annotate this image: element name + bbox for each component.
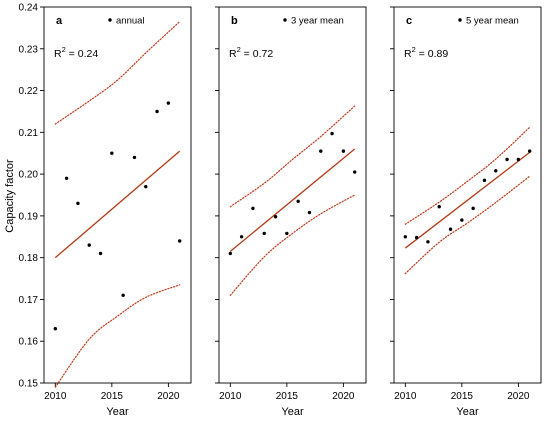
data-point (87, 243, 91, 247)
panel-letter: c (406, 15, 412, 27)
plot-frame (218, 6, 367, 384)
regression-line (229, 148, 356, 252)
data-point (296, 199, 300, 203)
data-point (166, 101, 171, 105)
data-point (460, 218, 464, 222)
data-point (494, 169, 498, 173)
plot-frame (393, 6, 542, 384)
data-point (64, 176, 69, 180)
r-squared-label: R2 = 0.89 (404, 45, 448, 60)
data-point (76, 201, 80, 206)
r-squared-label: R2 = 0.72 (229, 45, 273, 60)
y-tick-label: 0.17 (19, 295, 39, 306)
data-point (262, 231, 266, 236)
r-squared-value: = 0.72 (241, 48, 274, 60)
plot-frame (43, 6, 192, 384)
x-tick-label: 2020 (157, 391, 180, 402)
y-axis-label: Capacity factor (4, 159, 16, 233)
y-tick-label: 0.24 (19, 3, 39, 14)
x-axis-label: Year (281, 406, 304, 418)
data-point (307, 210, 312, 215)
data-point (132, 155, 137, 160)
data-point (285, 231, 289, 236)
data-point (527, 149, 532, 153)
data-point (53, 326, 58, 331)
legend-label: annual (116, 16, 145, 27)
r-squared-value: = 0.24 (66, 48, 99, 60)
x-tick-label: 2015 (451, 391, 474, 402)
data-point (330, 131, 334, 136)
data-point (177, 239, 182, 243)
data-point (155, 109, 159, 114)
legend-marker (458, 18, 462, 22)
data-point (251, 206, 255, 211)
data-point (482, 178, 487, 183)
panel-letter: a (56, 15, 63, 27)
r-squared-prefix: R (229, 48, 237, 60)
data-point (239, 235, 244, 239)
data-point (426, 240, 430, 244)
data-point (403, 235, 408, 239)
panel-b: 2010 2015 2020 Year b 3 year mean R2 = 0.72 (215, 6, 367, 418)
data-point (319, 149, 323, 153)
ci-lower-line (229, 194, 356, 296)
data-point (505, 157, 509, 162)
r-squared-superscript: 2 (237, 45, 241, 54)
data-point (448, 227, 453, 231)
data-point (471, 206, 475, 211)
y-tick-label: 0.21 (19, 128, 39, 139)
ci-upper-line (404, 126, 531, 225)
panel-c: 2010 2015 2020 Year c 5 year mean R2 = 0.89 (390, 6, 542, 418)
data-point (110, 151, 114, 155)
data-point (352, 170, 357, 174)
r-squared-prefix: R (54, 48, 62, 60)
r-squared-label: R2 = 0.24 (54, 45, 98, 60)
x-tick-label: 2010 (394, 391, 417, 402)
x-tick-label: 2010 (44, 391, 67, 402)
r-squared-superscript: 2 (412, 45, 416, 54)
data-point (121, 293, 125, 297)
ci-upper-line (229, 105, 356, 208)
data-point (414, 235, 419, 240)
x-axis-label: Year (106, 406, 129, 418)
data-point (228, 251, 233, 256)
legend-label: 3 year mean (291, 16, 344, 27)
x-tick-label: 2020 (507, 391, 530, 402)
x-tick-label: 2020 (332, 391, 355, 402)
x-tick-label: 2015 (276, 391, 299, 402)
r-squared-superscript: 2 (62, 45, 66, 54)
y-tick-label: 0.18 (19, 253, 39, 264)
x-axis-label: Year (456, 406, 479, 418)
y-tick-label: 0.16 (19, 337, 39, 348)
regression-line (404, 151, 531, 249)
legend-label: 5 year mean (466, 16, 519, 27)
r-squared-value: = 0.89 (416, 48, 449, 60)
legend-marker (283, 18, 287, 22)
data-point (273, 215, 278, 219)
ci-upper-line (54, 21, 181, 125)
data-point (98, 251, 103, 256)
data-point (144, 184, 148, 189)
r-squared-prefix: R (404, 48, 412, 60)
y-tick-label: 0.23 (19, 44, 39, 55)
panel-a: 2010 2015 2020 Year 0.15 0.16 0.17 0.18 0.19 0.20… (19, 3, 192, 418)
legend-marker (108, 18, 112, 22)
x-tick-label: 2010 (219, 391, 242, 402)
data-point (341, 149, 346, 153)
regression-line (54, 150, 181, 259)
x-tick-label: 2015 (101, 391, 124, 402)
data-point (516, 157, 521, 162)
y-tick-label: 0.22 (19, 86, 39, 97)
y-tick-label: 0.19 (19, 211, 39, 222)
panel-letter: b (231, 15, 238, 27)
ci-lower-line (404, 175, 531, 275)
y-tick-label: 0.15 (19, 379, 39, 390)
ci-lower-line (54, 284, 181, 388)
y-tick-label: 0.20 (19, 170, 39, 181)
data-point (437, 204, 441, 209)
